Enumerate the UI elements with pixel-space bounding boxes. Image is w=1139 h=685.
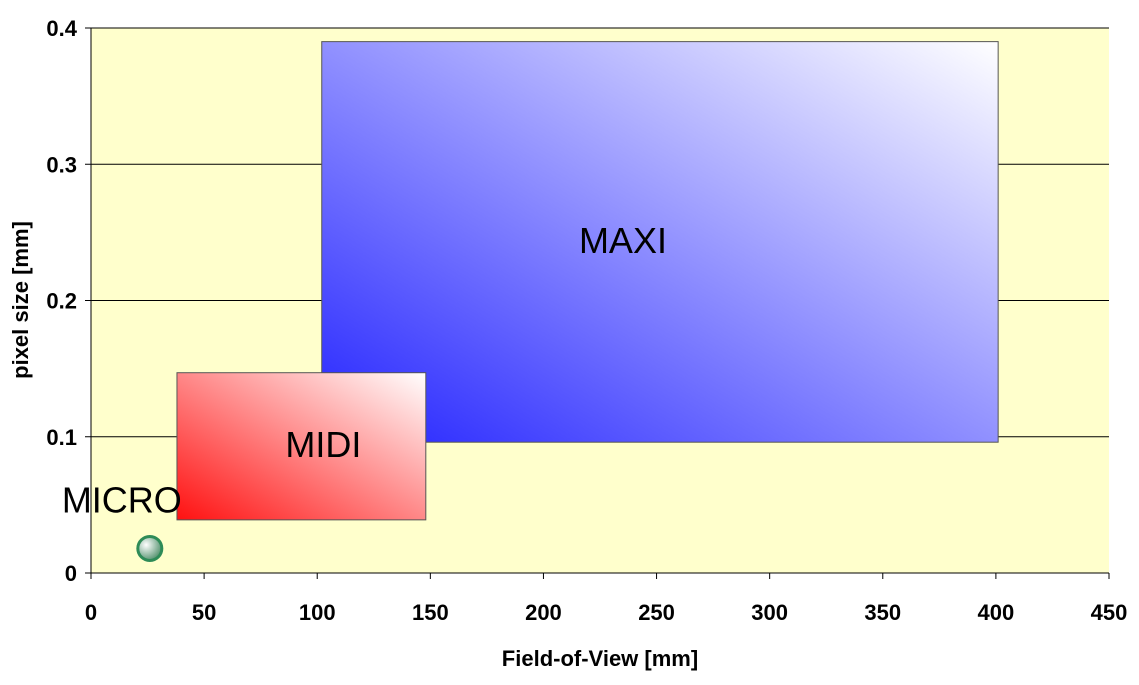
x-ticks: 0 50 100 150 200 250 300 350 400 450: [85, 573, 1127, 625]
x-axis-title: Field-of-View [mm]: [502, 646, 698, 671]
x-tick-label: 250: [638, 600, 675, 625]
region-label-maxi: MAXI: [579, 220, 667, 261]
point-micro: [136, 534, 164, 562]
x-tick-label: 300: [751, 600, 788, 625]
y-tick-label: 0.4: [46, 16, 77, 41]
x-tick-label: 400: [978, 600, 1015, 625]
y-tick-label: 0.1: [46, 425, 77, 450]
point-label-micro: MICRO: [62, 479, 182, 520]
region-labels: MAXI MIDI MICRO: [62, 220, 667, 521]
y-tick-label: 0: [65, 561, 77, 586]
x-tick-label: 150: [412, 600, 449, 625]
y-ticks: 0 0.1 0.2 0.3 0.4: [46, 16, 91, 586]
y-tick-label: 0.2: [46, 289, 77, 314]
x-tick-label: 0: [85, 600, 97, 625]
y-tick-label: 0.3: [46, 152, 77, 177]
x-tick-label: 100: [299, 600, 336, 625]
x-tick-label: 50: [192, 600, 216, 625]
x-tick-label: 200: [525, 600, 562, 625]
x-tick-label: 350: [864, 600, 901, 625]
region-label-midi: MIDI: [285, 424, 361, 465]
regions: [176, 41, 999, 521]
x-tick-label: 450: [1091, 600, 1128, 625]
region-maxi: [321, 41, 999, 443]
region-midi: [176, 372, 427, 521]
points: [136, 534, 164, 562]
y-axis-title: pixel size [mm]: [8, 221, 33, 379]
